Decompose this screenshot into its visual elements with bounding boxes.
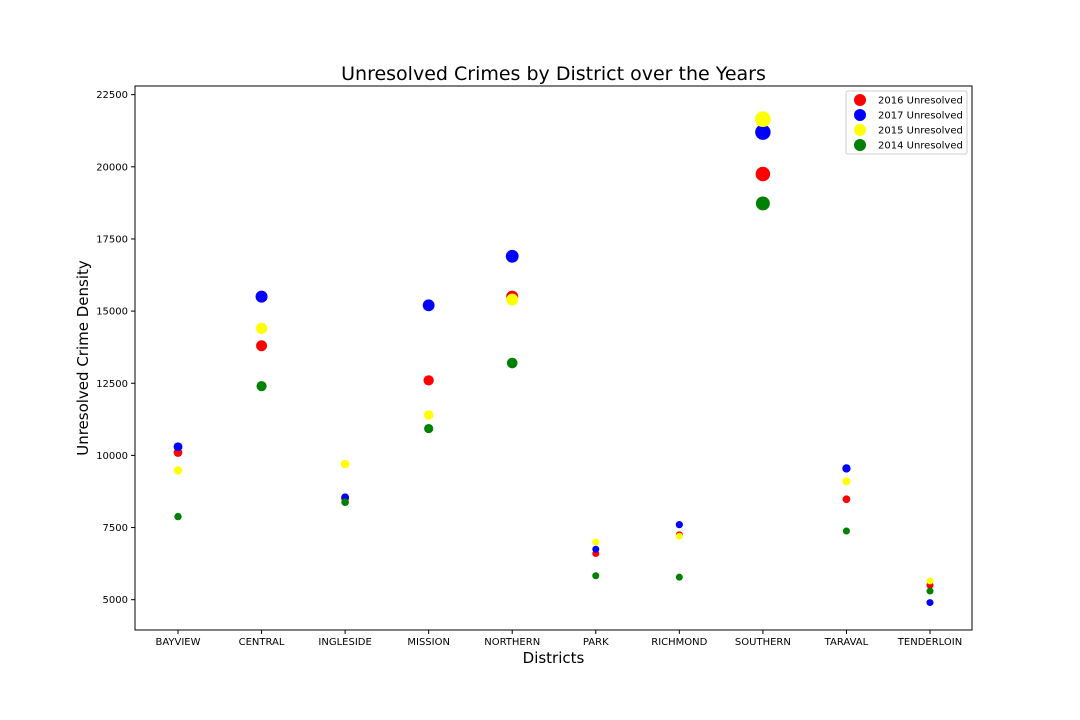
data-point (255, 322, 268, 335)
data-point (842, 527, 850, 535)
y-tick-label: 10000 (96, 451, 128, 462)
x-axis-title: Districts (523, 649, 585, 667)
legend-marker (854, 124, 866, 136)
y-axis-title: Unresolved Crime Density (74, 260, 92, 456)
x-tick-label: RICHMOND (651, 637, 707, 648)
y-tick-label: 15000 (96, 307, 128, 318)
data-point (675, 573, 683, 581)
y-tick-label: 7500 (103, 523, 128, 534)
data-point (423, 410, 434, 420)
y-axis-ticks: 5000 7500 10000 12500 15000 17500 20000 22500 (96, 90, 135, 606)
data-point (755, 124, 771, 140)
data-point (592, 538, 600, 546)
x-tick-label: SOUTHERN (735, 637, 791, 648)
data-point (675, 521, 683, 529)
data-point (174, 512, 182, 521)
data-point (255, 290, 268, 303)
y-tick-label: 20000 (96, 162, 128, 173)
data-point (755, 196, 770, 211)
x-tick-label: TARAVAL (824, 637, 869, 648)
legend-marker (854, 139, 866, 151)
data-point (842, 495, 851, 504)
data-point (424, 423, 434, 434)
data-point (173, 442, 183, 452)
data-point (340, 459, 350, 469)
data-point (592, 545, 600, 553)
data-point (755, 166, 771, 182)
x-tick-label: TENDERLOIN (897, 637, 962, 648)
data-point (592, 572, 600, 580)
data-point (256, 340, 268, 352)
legend: 2016 Unresolved 2017 Unresolved 2015 Unres… (845, 90, 968, 155)
x-tick-label: INGLESIDE (318, 637, 371, 648)
legend-label: 2015 Unresolved (878, 126, 963, 137)
data-point (842, 477, 851, 486)
data-point (926, 599, 934, 607)
legend-label: 2017 Unresolved (878, 111, 963, 122)
data-points (173, 111, 934, 607)
y-tick-label: 12500 (96, 379, 128, 390)
data-point (256, 381, 267, 392)
legend-label: 2014 Unresolved (878, 141, 963, 152)
x-tick-label: PARK (583, 637, 609, 648)
data-point (505, 249, 519, 263)
plot-area (134, 85, 973, 631)
y-tick-label: 17500 (96, 234, 128, 245)
data-point (422, 299, 435, 312)
legend-label: 2016 Unresolved (878, 96, 963, 107)
x-tick-label: NORTHERN (484, 637, 540, 648)
data-point (506, 293, 519, 306)
data-point (506, 357, 518, 369)
x-tick-label: MISSION (407, 637, 450, 648)
x-tick-label: BAYVIEW (155, 637, 200, 648)
data-point (341, 498, 349, 506)
x-tick-label: CENTRAL (239, 637, 285, 648)
data-point (842, 464, 851, 473)
y-tick-label: 22500 (96, 90, 128, 101)
chart-title: Unresolved Crimes by District over the Y… (341, 63, 766, 85)
legend-box (845, 90, 968, 155)
data-point (173, 466, 183, 475)
legend-marker (854, 94, 866, 106)
x-axis-ticks: BAYVIEW CENTRAL INGLESIDE MISSION NORTHERN PA… (155, 630, 962, 648)
data-point (675, 532, 683, 540)
data-point (755, 111, 771, 128)
legend-marker (854, 109, 866, 121)
y-tick-label: 5000 (103, 595, 128, 606)
data-point (926, 587, 934, 595)
data-point (926, 577, 934, 585)
data-point (423, 375, 434, 386)
